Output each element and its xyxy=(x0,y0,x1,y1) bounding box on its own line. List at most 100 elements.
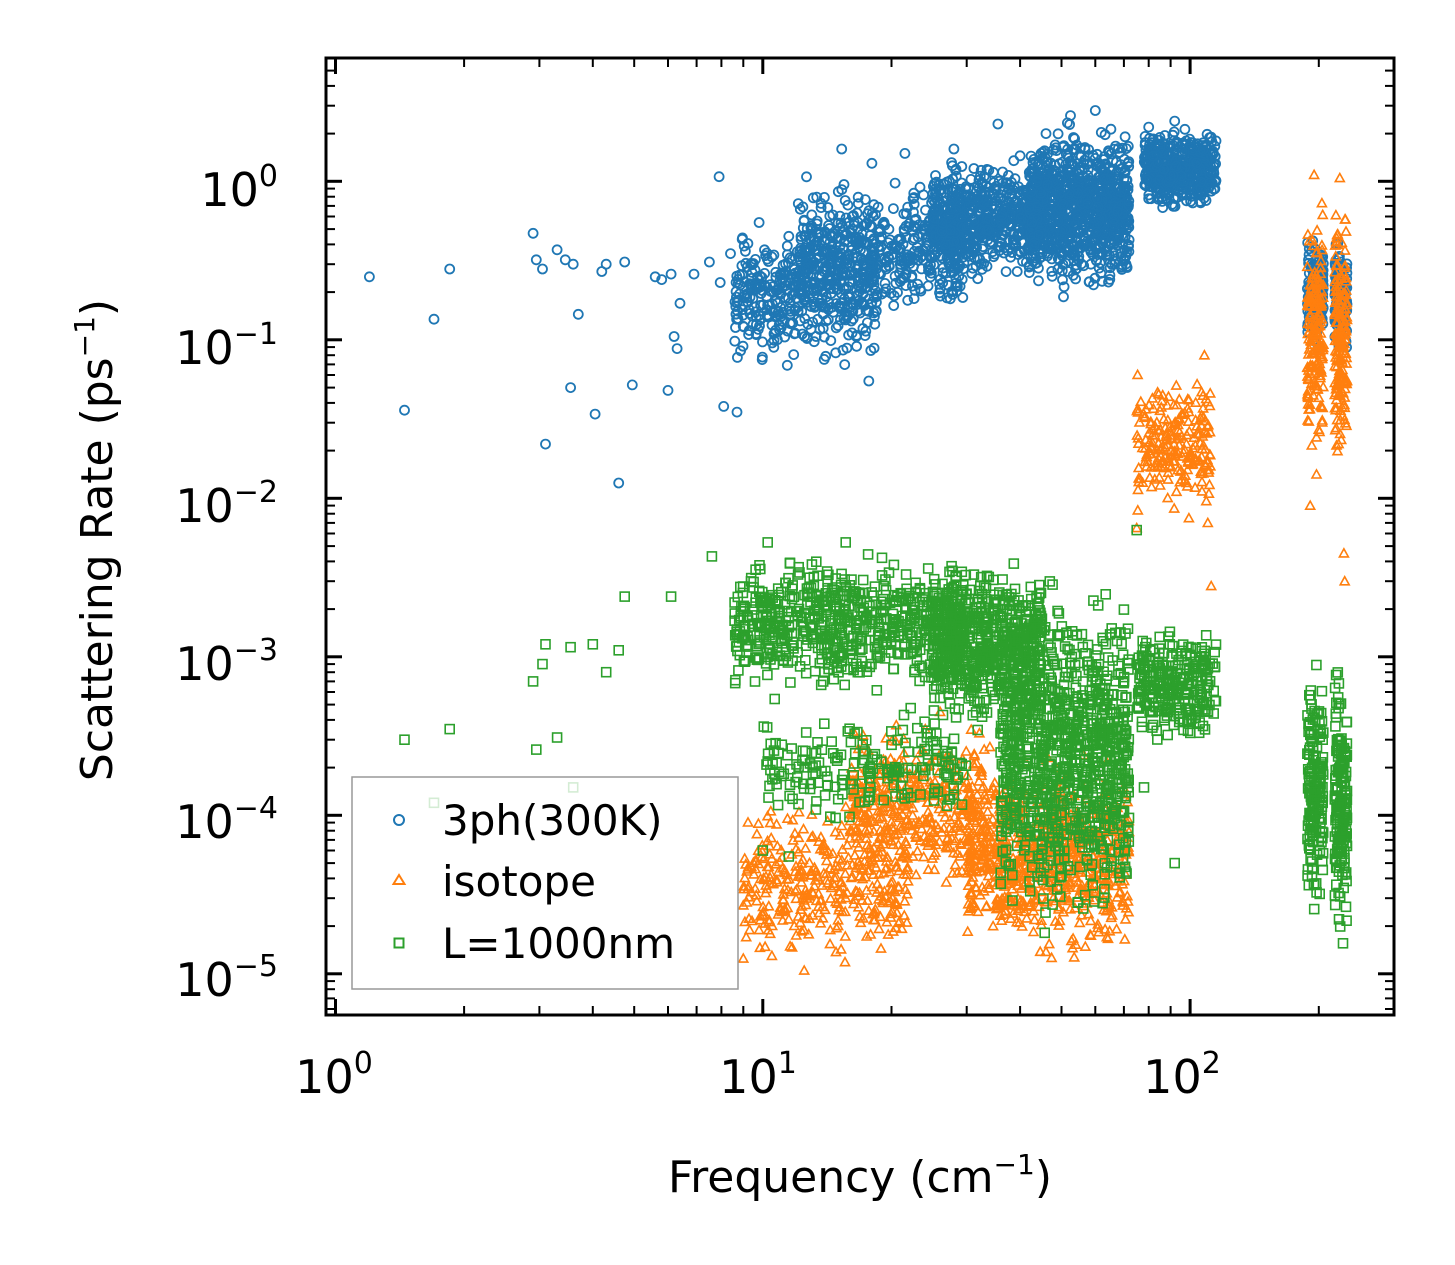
marker-triangle-1-1430 xyxy=(1028,913,1041,925)
marker-circle-0-0 xyxy=(363,271,375,283)
marker-circle-0-464 xyxy=(841,342,853,354)
marker-circle-0-448 xyxy=(789,327,801,339)
marker-circle-0-959 xyxy=(796,284,807,295)
marker-triangle-1-336 xyxy=(776,914,789,925)
marker-circle-0-950 xyxy=(857,268,869,280)
marker-circle-0-1565 xyxy=(996,209,1008,221)
marker-triangle-1-409 xyxy=(940,876,953,887)
marker-circle-0-1569 xyxy=(937,217,948,229)
marker-circle-0-1517 xyxy=(1015,212,1027,224)
marker-circle-0-1482 xyxy=(929,178,940,190)
marker-circle-0-357 xyxy=(738,321,750,333)
marker-circle-0-404 xyxy=(805,323,817,335)
marker-circle-0-49 xyxy=(1169,115,1181,127)
marker-circle-0-16 xyxy=(613,477,625,489)
marker-circle-0-666 xyxy=(793,301,804,313)
marker-circle-0-2496 xyxy=(1123,199,1134,211)
marker-circle-0-887 xyxy=(898,208,910,220)
marker-circle-0-903 xyxy=(867,210,879,222)
marker-circle-0-2389 xyxy=(1091,255,1102,267)
marker-circle-0-920 xyxy=(867,258,878,270)
marker-triangle-1-1276 xyxy=(980,899,993,911)
marker-circle-0-965 xyxy=(824,230,836,242)
marker-circle-0-2489 xyxy=(1046,190,1058,201)
marker-circle-0-1452 xyxy=(1013,228,1024,240)
marker-circle-0-1446 xyxy=(942,227,953,239)
marker-circle-0-2516 xyxy=(1031,176,1043,188)
marker-circle-0-922 xyxy=(867,245,879,256)
marker-circle-0-412 xyxy=(768,334,780,346)
marker-circle-0-508 xyxy=(858,298,870,310)
marker-circle-0-2517 xyxy=(1036,166,1047,178)
marker-circle-0-32 xyxy=(729,335,741,347)
marker-circle-0-1510 xyxy=(1000,177,1012,189)
marker-circle-0-2285 xyxy=(1046,265,1058,277)
marker-circle-0-413 xyxy=(777,259,789,271)
marker-circle-0-24 xyxy=(671,343,683,355)
marker-circle-0-2019 xyxy=(1062,143,1074,155)
marker-circle-0-2466 xyxy=(1106,233,1118,245)
marker-circle-0-459 xyxy=(846,315,857,327)
marker-circle-0-876 xyxy=(851,271,863,283)
marker-circle-0-15 xyxy=(600,258,612,270)
marker-circle-0-1521 xyxy=(929,250,940,262)
marker-circle-0-458 xyxy=(731,270,743,282)
marker-circle-0-2094 xyxy=(1070,273,1081,285)
marker-triangle-1-337 xyxy=(759,940,771,952)
marker-circle-0-33 xyxy=(731,406,743,418)
marker-circle-0-470 xyxy=(857,323,869,334)
marker-circle-0-2246 xyxy=(1023,267,1035,279)
marker-circle-0-1488 xyxy=(956,211,968,223)
marker-circle-0-2205 xyxy=(1104,262,1116,274)
marker-circle-0-2299 xyxy=(1060,149,1072,160)
marker-circle-0-899 xyxy=(830,274,842,286)
marker-circle-0-56 xyxy=(788,349,800,361)
marker-circle-0-1359 xyxy=(928,244,940,256)
marker-circle-0-2501 xyxy=(1117,162,1128,174)
marker-circle-0-1 xyxy=(399,404,410,416)
marker-circle-0-369 xyxy=(740,245,751,257)
marker-triangle-1-647 xyxy=(928,863,941,875)
marker-circle-0-18 xyxy=(626,379,638,391)
marker-circle-0-2458 xyxy=(1036,248,1048,260)
marker-circle-0-384 xyxy=(754,280,765,292)
marker-circle-0-843 xyxy=(880,283,892,295)
marker-circle-0-2512 xyxy=(1067,238,1078,250)
marker-circle-0-275 xyxy=(757,351,768,363)
marker-circle-0-37 xyxy=(836,143,848,155)
marker-triangle-1-190 xyxy=(814,917,827,928)
marker-triangle-1-971 xyxy=(973,775,985,786)
marker-circle-0-1526 xyxy=(946,182,958,194)
marker-circle-0-870 xyxy=(821,248,832,260)
marker-circle-0-22 xyxy=(665,268,677,280)
marker-circle-0-2421 xyxy=(1105,123,1117,135)
marker-circle-0-935 xyxy=(813,282,825,294)
marker-triangle-1-1696 xyxy=(1183,511,1195,523)
marker-circle-0-1461 xyxy=(981,163,993,175)
marker-triangle-1-0 xyxy=(737,952,750,963)
marker-circle-0-883 xyxy=(794,203,806,215)
marker-triangle-1-1609 xyxy=(1168,502,1181,513)
marker-circle-0-863 xyxy=(836,288,847,300)
marker-circle-0-2521 xyxy=(1031,257,1043,269)
marker-triangle-1-1657 xyxy=(1143,471,1156,483)
marker-circle-0-41 xyxy=(899,147,911,159)
marker-circle-0-1528 xyxy=(989,248,1001,260)
marker-circle-0-948 xyxy=(868,233,880,245)
marker-circle-0-1483 xyxy=(950,164,961,176)
marker-circle-0-343 xyxy=(761,281,773,293)
marker-circle-0-320 xyxy=(825,335,837,347)
marker-circle-0-2486 xyxy=(1044,243,1056,255)
marker-triangle-1-1600 xyxy=(1131,504,1144,515)
marker-circle-0-706 xyxy=(889,177,901,189)
marker-circle-0-877 xyxy=(842,199,854,211)
marker-triangle-1-12 xyxy=(1201,516,1214,528)
marker-circle-0-2502 xyxy=(1112,206,1123,218)
marker-triangle-1-84 xyxy=(864,928,877,939)
marker-triangle-1-9 xyxy=(1130,521,1143,533)
marker-circle-0-13 xyxy=(589,408,601,420)
marker-circle-0-915 xyxy=(890,242,901,254)
marker-circle-0-2356 xyxy=(1069,226,1081,237)
marker-circle-0-446 xyxy=(768,328,780,340)
